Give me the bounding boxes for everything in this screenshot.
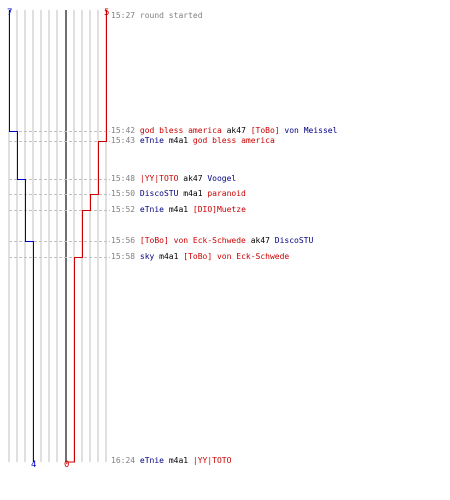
event-time: 15:48: [111, 174, 140, 183]
event-text: m4a1: [178, 189, 208, 198]
grid-lines: [8, 10, 107, 462]
event-text: god bless america: [139, 126, 222, 135]
event-time: 15:42: [111, 126, 140, 135]
event-text: Voogel: [207, 174, 237, 183]
event-time: 15:58: [111, 252, 140, 261]
event-text: sky: [139, 252, 155, 261]
event-time: 15:52: [111, 205, 140, 214]
event-row: 15:48 |YY|TOTO ak47 Voogel: [111, 174, 236, 184]
event-row: 15:42 god bless america ak47 [ToBo] von …: [111, 126, 337, 136]
event-row: 15:58 sky m4a1 [ToBo] von Eck-Schwede: [111, 252, 289, 262]
event-text: round started: [139, 11, 203, 20]
event-row: 16:24 eTnie m4a1 |YY|TOTO: [111, 456, 231, 466]
event-text: von Meissel: [279, 126, 338, 135]
event-text: god bless america: [192, 136, 275, 145]
event-text: ak47: [245, 236, 275, 245]
event-text: m4a1: [154, 252, 184, 261]
event-text: m4a1: [164, 456, 193, 465]
event-text: |YY|TOTO: [192, 456, 232, 465]
event-text: [DIO]Muetze: [192, 205, 246, 214]
blue-start-count: 7: [7, 8, 12, 18]
event-text: [ToBo] von Eck-Schwede: [139, 236, 246, 245]
red-start-count: 5: [104, 8, 109, 18]
event-text: eTnie: [139, 136, 164, 145]
blue-end-count: 4: [31, 460, 36, 470]
event-text: eTnie: [139, 456, 164, 465]
event-text: ak47: [178, 174, 208, 183]
event-row: 15:50 DiscoSTU m4a1 paranoid: [111, 189, 246, 199]
event-text: paranoid: [207, 189, 246, 198]
event-text: m4a1: [164, 205, 193, 214]
event-row: 15:43 eTnie m4a1 god bless america: [111, 136, 275, 146]
event-text: [ToBo]: [250, 126, 280, 135]
event-time: 15:27: [111, 11, 140, 20]
event-text: DiscoSTU: [139, 189, 179, 198]
event-text: ak47: [221, 126, 251, 135]
event-row: 15:52 eTnie m4a1 [DIO]Muetze: [111, 205, 246, 215]
event-time: 15:43: [111, 136, 140, 145]
red-end-count: 0: [64, 460, 69, 470]
blue-team-alive-line: [9, 10, 34, 462]
red-team-alive-line: [66, 10, 107, 463]
event-text: |YY|TOTO: [139, 174, 179, 183]
event-time: 16:24: [111, 456, 140, 465]
event-row: 15:27 round started: [111, 11, 203, 21]
event-text: m4a1: [164, 136, 193, 145]
event-text: eTnie: [139, 205, 164, 214]
event-time: 15:56: [111, 236, 140, 245]
event-row: 15:56 [ToBo] von Eck-Schwede ak47 DiscoS…: [111, 236, 313, 246]
event-text: [ToBo] von Eck-Schwede: [183, 252, 290, 261]
event-time: 15:50: [111, 189, 140, 198]
event-text: DiscoSTU: [274, 236, 314, 245]
